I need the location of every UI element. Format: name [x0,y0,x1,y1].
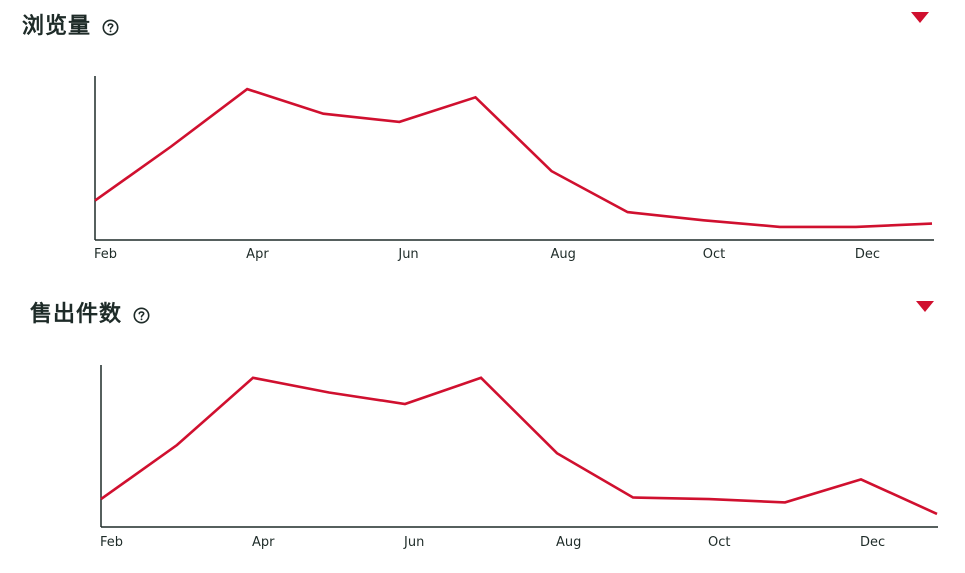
x-tick-label: Oct [703,247,725,262]
x-tick-label: Feb [100,535,123,550]
chart-header: 浏览量 [22,12,119,42]
x-tick-label: Oct [708,535,730,550]
x-tick-label: Dec [860,535,885,550]
chart-title: 售出件数 [30,302,123,327]
caret-down-icon[interactable] [911,12,929,23]
caret-down-icon[interactable] [916,301,934,312]
question-circle-icon[interactable] [133,307,150,324]
series-line [94,87,933,229]
x-tick-label: Jun [403,535,424,550]
x-tick-label: Apr [246,247,269,262]
x-tick-label: Aug [556,535,581,550]
x-tick-label: Dec [855,247,880,262]
x-tick-label: Feb [94,247,117,262]
x-tick-label: Apr [252,535,275,550]
x-tick-label: Jun [397,247,418,262]
chart-header: 售出件数 [30,300,150,330]
chart-panel-items-sold: 售出件数 Feb Apr Jun Aug Oct Dec [0,287,965,573]
x-tick-label: Aug [551,247,576,262]
chart-title: 浏览量 [22,14,92,39]
series-line [100,376,938,516]
chart-panel-views: 浏览量 Feb Apr Jun Aug Oct Dec [0,0,965,286]
line-chart: Feb Apr Jun Aug Oct Dec [100,365,938,550]
line-chart: Feb Apr Jun Aug Oct Dec [94,76,934,262]
question-circle-icon[interactable] [102,19,119,36]
